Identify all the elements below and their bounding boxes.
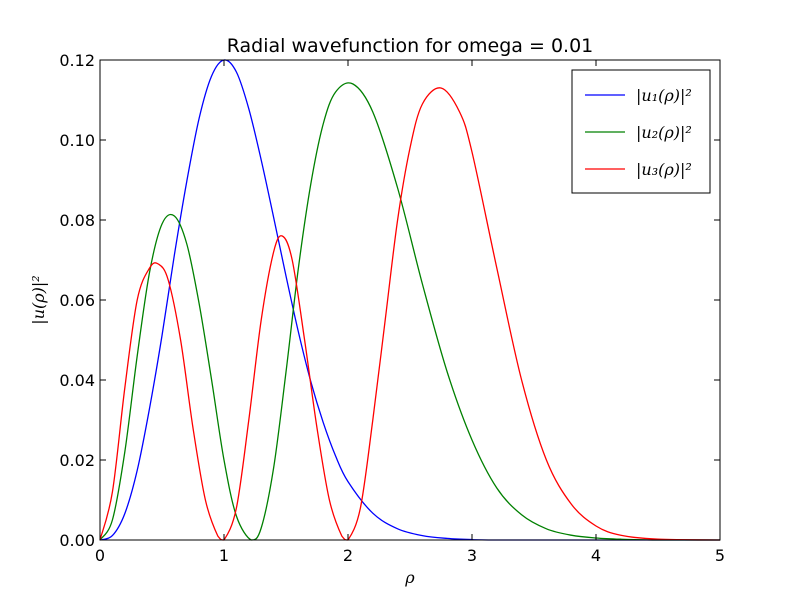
chart-title: Radial wavefunction for omega = 0.01 [227,35,594,57]
y-axis-label: |u(ρ)|² [29,275,48,324]
legend-label-1: |u₁(ρ)|² [636,86,692,105]
y-axis-ticks: 0.00 0.02 0.04 0.06 0.08 0.10 0.12 [59,51,720,550]
y-tick-label: 0.04 [59,371,95,390]
series-line-3 [99,87,721,541]
x-tick-label: 5 [715,546,725,565]
y-tick-label: 0.12 [59,51,95,70]
series-line-2 [99,82,720,541]
x-axis-label: ρ [404,568,415,587]
y-tick-label: 0.06 [59,291,95,310]
x-tick-label: 0 [95,546,105,565]
x-tick-label: 2 [343,546,353,565]
y-tick-label: 0.02 [59,451,95,470]
legend-label-2: |u₂(ρ)|² [636,123,692,142]
x-axis-ticks: 0 1 2 3 4 5 [95,60,725,565]
y-tick-label: 0.00 [59,531,95,550]
legend-label-3: |u₃(ρ)|² [636,160,692,179]
x-tick-label: 3 [467,546,477,565]
y-tick-label: 0.08 [59,211,95,230]
x-tick-label: 1 [219,546,229,565]
legend: |u₁(ρ)|² |u₂(ρ)|² |u₃(ρ)|² [571,69,711,194]
y-tick-label: 0.10 [59,131,95,150]
x-tick-label: 4 [591,546,601,565]
